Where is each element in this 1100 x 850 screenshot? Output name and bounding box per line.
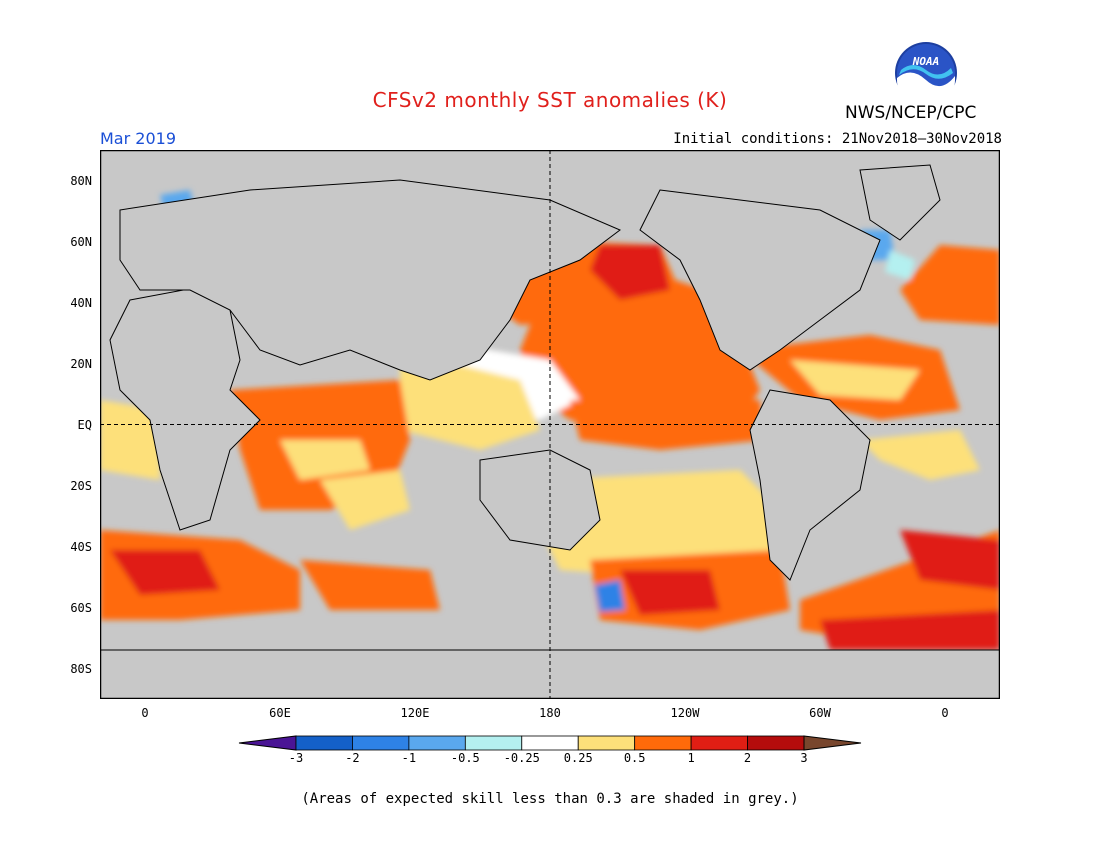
y-tick-label: 40S [70,540,92,554]
y-tick-label: 20N [70,357,92,371]
colorbar-tick-label: 3 [800,751,808,765]
colorbar-tick-label: -0.5 [450,751,480,765]
colorbar-swatch [690,735,748,751]
map-frame [100,150,1000,699]
colorbar-tick-label: -0.25 [503,751,540,765]
x-tick-label: 180 [539,706,561,720]
colorbar-swatch [634,735,692,751]
y-tick-label: 40N [70,296,92,310]
colorbar-swatch [352,735,410,751]
y-tick-label: 60N [70,235,92,249]
colorbar-tick-label: -3 [288,751,304,765]
y-tick-label: 60S [70,601,92,615]
y-tick-label: 80S [70,662,92,676]
initial-conditions-label: Initial conditions: 21Nov2018–30Nov2018 [673,131,1002,147]
colorbar-tick-label: 0.5 [623,751,646,765]
colorbar-swatch [577,735,636,751]
colorbar-swatch [464,735,523,751]
colorbar-tick-label: -2 [345,751,360,765]
skill-note: (Areas of expected skill less than 0.3 a… [301,791,799,807]
x-tick-label: 120E [400,706,430,720]
colorbar-tick-label: 0.25 [563,751,593,765]
chart-title: CFSv2 monthly SST anomalies (K) [372,88,728,112]
coastlines [100,164,1000,699]
colorbar [238,735,862,751]
y-tick-label: 20S [70,479,92,493]
x-tick-label: 60W [809,706,831,720]
y-tick-label: 80N [70,174,92,188]
logo-text: NOAA [912,55,940,68]
x-tick-label: 120W [670,706,700,720]
colorbar-swatch [408,735,466,751]
colorbar-swatch [521,735,579,751]
colorbar-tick-label: -1 [401,751,417,765]
sst-anomaly-map [100,150,1000,699]
noaa-logo: NOAA [895,42,957,106]
x-tick-label: 60E [269,706,291,720]
organization-label: NWS/NCEP/CPC [845,103,977,123]
colorbar-tick-label: 2 [743,751,752,765]
colorbar-max-arrow [803,735,862,751]
colorbar-tick-label: 1 [687,751,695,765]
colorbar-swatch [295,735,353,751]
x-tick-label: 0 [941,706,949,720]
colorbar-swatch [747,735,805,751]
y-tick-label: EQ [77,418,92,432]
colorbar-min-arrow [238,735,297,751]
valid-month-label: Mar 2019 [100,129,176,148]
x-tick-label: 0 [141,706,149,720]
